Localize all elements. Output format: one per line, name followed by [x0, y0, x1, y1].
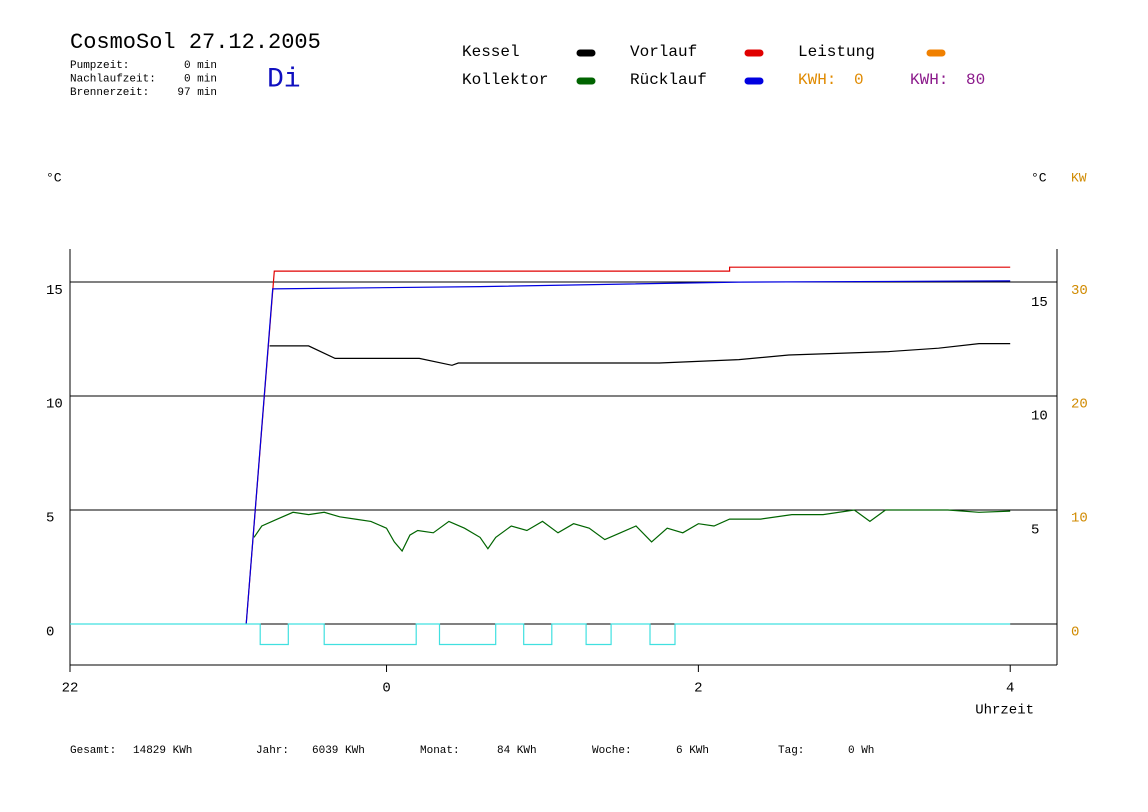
y-axis-label: °C — [46, 170, 62, 185]
y-axis-label-right: °C — [1031, 170, 1047, 185]
stat-label: Tag: — [778, 745, 804, 757]
x-tick-label: 0 — [382, 681, 390, 697]
series-line — [70, 623, 1011, 646]
legend-label: Rücklauf — [630, 71, 707, 89]
y-tick-label: 10 — [46, 397, 63, 413]
y2-tick-label: 20 — [1071, 397, 1088, 413]
y2-tick-label: 30 — [1071, 283, 1088, 299]
kwh-value: 0 — [854, 71, 864, 89]
day: Di — [267, 64, 301, 95]
info-label: Nachlaufzeit: — [70, 73, 156, 85]
kwh-label: KWH: — [910, 71, 948, 89]
x-tick-label: 22 — [62, 681, 79, 697]
y-tick-label-right: 15 — [1031, 295, 1048, 311]
stat-value: 6 KWh — [676, 745, 709, 757]
series-line — [269, 343, 1011, 366]
y2-axis-label: KW — [1071, 170, 1087, 185]
stat-value: 84 KWh — [497, 745, 537, 757]
y-tick-label: 0 — [46, 625, 54, 641]
legend-label: Vorlauf — [630, 43, 697, 61]
legend-label: Leistung — [798, 43, 875, 61]
y-tick-label-right: 5 — [1031, 523, 1039, 539]
x-tick-label: 4 — [1006, 681, 1014, 697]
y-tick-label: 5 — [46, 511, 54, 527]
series-line — [245, 266, 1011, 625]
kwh-label: KWH: — [798, 71, 836, 89]
legend-label: Kollektor — [462, 71, 548, 89]
stat-label: Woche: — [592, 745, 632, 757]
y2-tick-label: 10 — [1071, 511, 1088, 527]
legend-label: Kessel — [462, 43, 520, 61]
info-value: 0 min — [184, 73, 217, 85]
info-value: 0 min — [184, 60, 217, 72]
series-line — [245, 280, 1011, 625]
kwh-value: 80 — [966, 71, 985, 89]
stat-label: Monat: — [420, 745, 460, 757]
stat-value: 6039 KWh — [312, 745, 365, 757]
y-tick-label-right: 10 — [1031, 409, 1048, 425]
stat-value: 0 Wh — [848, 745, 874, 757]
stat-label: Jahr: — [256, 745, 289, 757]
info-value: 97 min — [177, 87, 217, 99]
chart-title: CosmoSol 27.12.2005 — [70, 30, 321, 55]
info-label: Brennerzeit: — [70, 87, 149, 99]
y2-tick-label: 0 — [1071, 625, 1079, 641]
x-axis-label: Uhrzeit — [975, 703, 1034, 719]
x-tick-label: 2 — [694, 681, 702, 697]
series-line — [253, 509, 1011, 553]
info-label: Pumpzeit: — [70, 60, 129, 72]
y-tick-label: 15 — [46, 283, 63, 299]
stat-value: 14829 KWh — [133, 745, 192, 757]
stat-label: Gesamt: — [70, 745, 116, 757]
